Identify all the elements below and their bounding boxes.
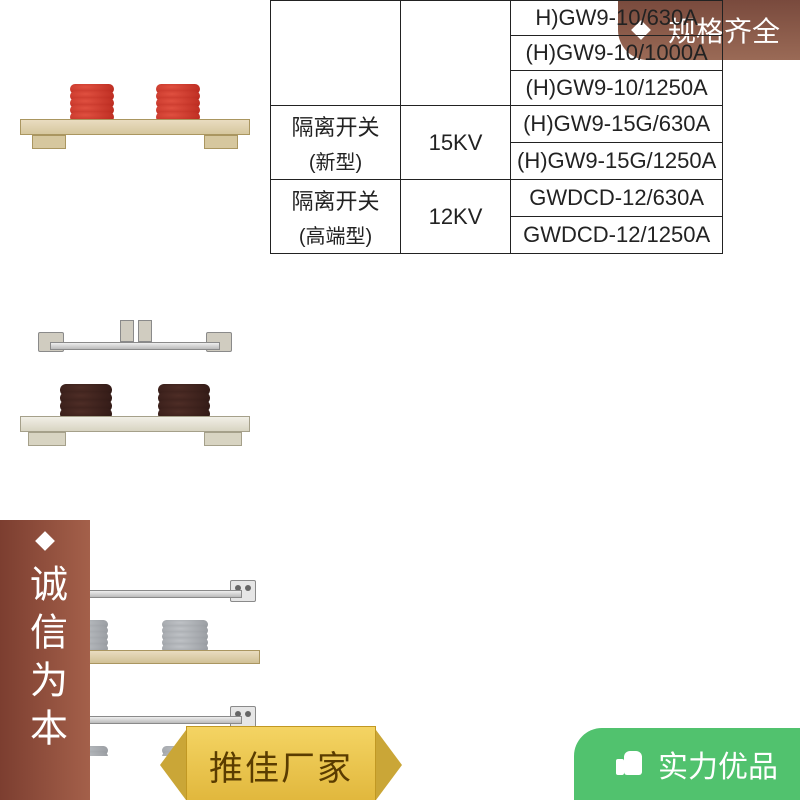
name-sub: (高端型) (277, 220, 394, 249)
name-sub: (新型) (277, 146, 394, 175)
cell-model: (H)GW9-10/1000A (511, 36, 723, 71)
name-main: 隔离开关 (291, 115, 379, 140)
product-image-slot (0, 0, 270, 248)
cell-voltage: 12KV (401, 180, 511, 254)
ribbon-label: 推佳厂家 (186, 726, 376, 800)
cell-model: H)GW9-10/630A (511, 1, 723, 36)
quality-pill: 实力优品 (574, 728, 800, 800)
integrity-sash: 诚信为本 (0, 520, 90, 800)
table-row: 隔离开关 (高端型) 12KV GWDCD-12/630A (271, 180, 723, 217)
cell-model: GWDCD-12/1250A (511, 217, 723, 254)
cell-name: 隔离开关 (新型) (271, 106, 401, 180)
cell-voltage (401, 1, 511, 106)
table-row: H)GW9-10/630A (271, 1, 723, 36)
name-main: 隔离开关 (291, 189, 379, 214)
table-row: 隔离开关 (新型) 15KV (H)GW9-15G/630A (271, 106, 723, 143)
cell-voltage: 15KV (401, 106, 511, 180)
isolator-red-icon (20, 69, 250, 159)
recommend-ribbon: 推佳厂家 (160, 730, 402, 800)
ribbon-tail-icon (376, 730, 402, 800)
quality-pill-text: 实力优品 (658, 742, 778, 786)
isolator-brown-icon (20, 312, 250, 452)
cell-model: (H)GW9-10/1250A (511, 71, 723, 106)
cell-name (271, 1, 401, 106)
thumbs-up-icon (614, 749, 644, 779)
cell-model: (H)GW9-15G/630A (511, 106, 723, 143)
integrity-sash-text: 诚信为本 (18, 564, 73, 756)
ribbon-tail-icon (160, 730, 186, 800)
spec-table: H)GW9-10/630A (H)GW9-10/1000A (H)GW9-10/… (270, 0, 723, 254)
cell-model: GWDCD-12/630A (511, 180, 723, 217)
cell-model: (H)GW9-15G/1250A (511, 143, 723, 180)
product-image-slot (0, 248, 270, 516)
cell-name: 隔离开关 (高端型) (271, 180, 401, 254)
